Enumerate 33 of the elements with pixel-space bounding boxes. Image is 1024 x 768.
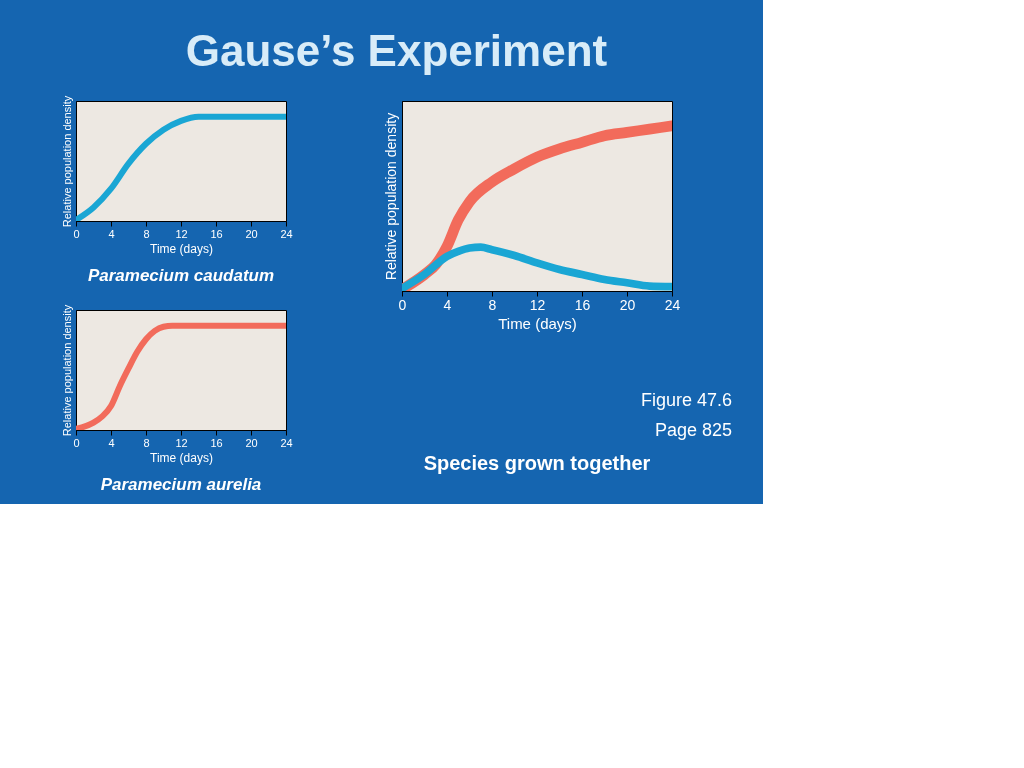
x-axis-title: Time (days) bbox=[150, 241, 213, 256]
x-tick-label: 12 bbox=[175, 436, 188, 449]
x-tick-label: 0 bbox=[73, 436, 80, 449]
x-axis-title: Time (days) bbox=[498, 314, 577, 332]
x-tick-label: 24 bbox=[280, 436, 293, 449]
x-tick-label: 16 bbox=[574, 296, 591, 313]
x-tick-label: 16 bbox=[210, 436, 223, 449]
x-tick-label: 20 bbox=[245, 436, 258, 449]
text: Paramecium caudatum bbox=[87, 266, 275, 285]
x-tick-label: 8 bbox=[488, 296, 497, 313]
x-tick-label: 20 bbox=[245, 227, 258, 240]
text: Paramecium aurelia bbox=[100, 475, 262, 494]
x-tick-label: 0 bbox=[73, 227, 80, 240]
text: Page 825 bbox=[654, 420, 732, 440]
x-tick-label: 4 bbox=[108, 227, 115, 240]
caption: Figure 47.6 bbox=[640, 390, 732, 410]
y-axis-title: Relative population density bbox=[382, 112, 399, 281]
x-tick-label: 16 bbox=[210, 227, 223, 240]
x-tick-label: 12 bbox=[529, 296, 546, 313]
x-tick-label: 8 bbox=[143, 227, 150, 240]
x-tick-label: 8 bbox=[143, 436, 150, 449]
text: Gause’s Experiment bbox=[185, 25, 608, 75]
text: Species grown together bbox=[423, 452, 651, 474]
x-tick-label: 4 bbox=[108, 436, 115, 449]
x-tick-label: 24 bbox=[280, 227, 293, 240]
x-tick-label: 4 bbox=[443, 296, 452, 313]
x-tick-label: 24 bbox=[664, 296, 681, 313]
x-axis-title: Time (days) bbox=[150, 450, 213, 465]
x-tick-label: 12 bbox=[175, 227, 188, 240]
y-axis-title: Relative population density bbox=[60, 95, 73, 228]
y-axis-title: Relative population density bbox=[60, 304, 73, 437]
x-tick-label: 20 bbox=[619, 296, 636, 313]
x-tick-label: 0 bbox=[398, 296, 407, 313]
